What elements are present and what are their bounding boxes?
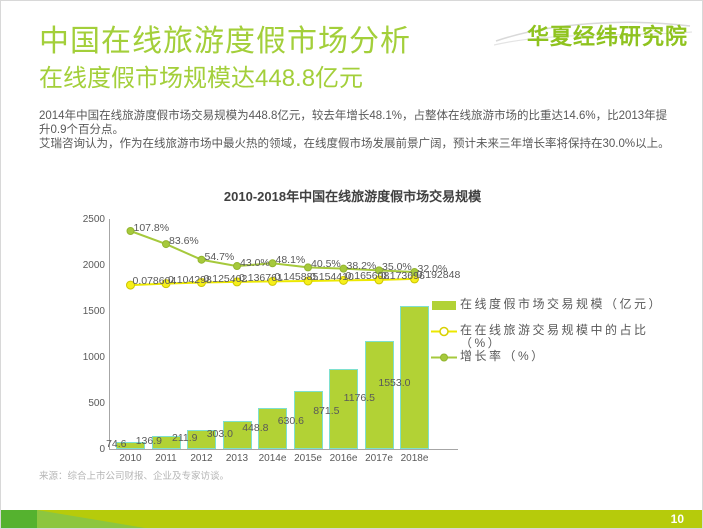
line-point-label: 54.7% [204, 250, 235, 263]
bar-value-label: 871.5 [313, 404, 340, 417]
legend-line-marker-icon [431, 325, 457, 338]
summary-text: 2014年中国在线旅游度假市场交易规模为448.8亿元，较去年增长48.1%，占… [39, 109, 671, 151]
line-point-label: 0.125402 [203, 272, 248, 285]
legend-bar-swatch-icon [431, 299, 457, 312]
legend-item: 在在线旅游交易规模中的占比（%） [431, 324, 668, 350]
x-tick-label: 2017e [365, 453, 393, 464]
line-point-label: 107.8% [133, 222, 170, 234]
legend-label: 在线度假市场交易规模（亿元） [460, 297, 664, 311]
line-point-label: 0.145885 [274, 271, 319, 284]
source-note: 来源：综合上市公司财报、企业及专家访谈。 [39, 471, 230, 482]
page-title: 中国在线旅游度假市场分析 [39, 25, 411, 58]
bar-value-label: 630.6 [277, 414, 304, 427]
line-point-label: 32.0% [417, 263, 448, 275]
footer-bar: 10 [1, 510, 702, 528]
line-point-label: 0.165608 [345, 270, 390, 283]
y-tick-label: 2000 [82, 259, 105, 271]
x-axis-line [109, 449, 458, 450]
x-tick-label: 2010 [119, 453, 142, 464]
line-point-label: 0.154410 [310, 270, 354, 283]
x-tick-label: 2015e [294, 453, 322, 464]
line-point-label: 40.5% [311, 258, 341, 271]
page-number: 10 [670, 512, 684, 526]
bar [187, 429, 216, 449]
line-point-label: 0.173696 [381, 269, 425, 282]
bar [258, 407, 287, 449]
bar-value-label: 136.9 [135, 435, 162, 448]
line-point-label: 0.078604 [132, 275, 177, 288]
x-tick-label: 2016e [329, 453, 358, 464]
footer-accent-block [1, 510, 37, 528]
line-point-label: 48.1% [275, 254, 306, 267]
y-tick-label: 1500 [82, 305, 105, 317]
y-tick-label: 2500 [82, 213, 105, 225]
chart-title: 2010-2018年中国在线旅游度假市场交易规模 [223, 189, 482, 204]
line-point-label: 0.104298 [168, 273, 212, 286]
company-logo: 华夏经纬研究院 [494, 13, 694, 51]
logo-text: 华夏经纬研究院 [526, 24, 688, 49]
x-tick-label: 2013 [225, 453, 249, 464]
y-tick-label: 1000 [82, 351, 105, 363]
bar [151, 436, 181, 449]
line-point-label: 35.0% [382, 261, 412, 274]
page-subtitle: 在线度假市场规模达448.8亿元 [39, 65, 364, 92]
legend-label: 增长率（%） [460, 349, 546, 363]
y-tick-label: 500 [88, 397, 105, 409]
x-tick-label: 2011 [155, 453, 177, 464]
line-point-label: 0.192848 [416, 268, 461, 281]
bar [293, 390, 323, 449]
legend-item: 增长率（%） [431, 350, 668, 364]
x-tick-label: 2012 [190, 453, 213, 464]
y-tick-label: 0 [99, 443, 105, 455]
bar-value-label: 211.9 [172, 432, 198, 445]
bar [400, 306, 429, 449]
bar-value-label: 1553.0 [378, 376, 411, 389]
footer-accent-triangle [37, 510, 151, 528]
x-tick-label: 2018e [400, 453, 429, 464]
logo-swoosh-icon [494, 21, 693, 46]
line-point-label: 83.6% [169, 235, 199, 248]
bar-value-label: 303.0 [206, 428, 233, 441]
combo-chart: 0 500 1000 1500 2000 2500 74.6 136.9 211.9 303.0… [1, 206, 702, 471]
bar [364, 340, 394, 449]
line-point-label: 0.136761 [239, 271, 283, 284]
bar [329, 368, 358, 449]
summary-paragraph-2: 艾瑞咨询认为，作为在线旅游市场中最火热的领域，在线度假市场发展前景广阔，预计未来… [39, 138, 670, 150]
bar-value-label: 74.6 [106, 437, 127, 450]
legend-item: 在线度假市场交易规模（亿元） [431, 298, 668, 312]
bar [222, 421, 252, 449]
line-series [126, 227, 419, 290]
line-point-label: 43.0% [240, 257, 270, 270]
bar-value-label: 448.8 [242, 422, 269, 435]
line-point-label: 38.2% [346, 259, 377, 272]
y-axis-line [109, 219, 110, 449]
legend-line-marker-icon [431, 351, 457, 364]
x-tick-label: 2014e [258, 453, 287, 464]
bar-value-label: 1176.5 [343, 392, 375, 405]
summary-paragraph-1: 2014年中国在线旅游度假市场交易规模为448.8亿元，较去年增长48.1%，占… [39, 110, 668, 136]
bar [116, 442, 145, 449]
legend-label: 在在线旅游交易规模中的占比（%） [460, 323, 649, 350]
